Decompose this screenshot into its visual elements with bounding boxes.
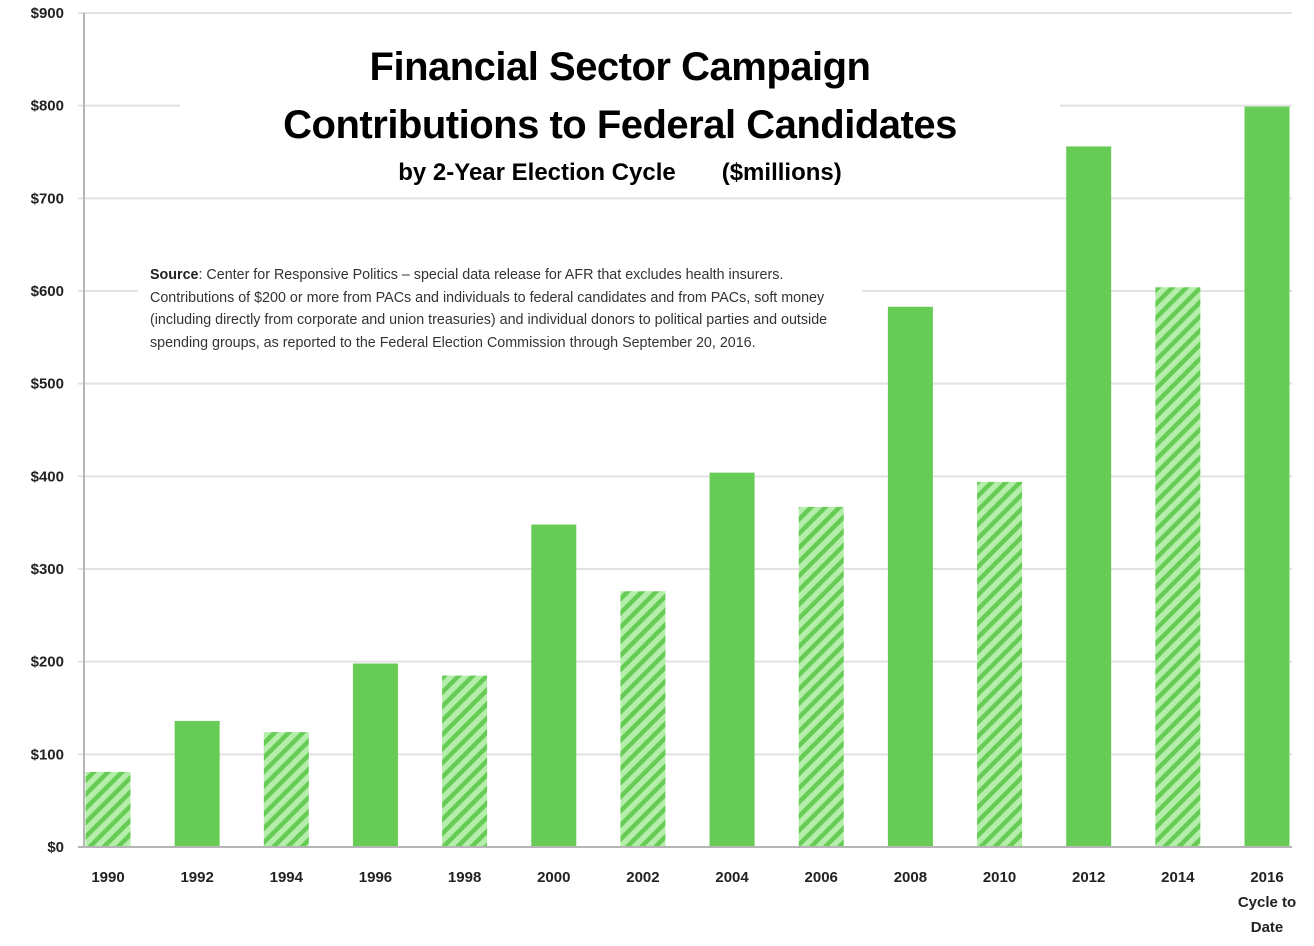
bar-2010 — [977, 481, 1023, 847]
chart-subtitle: by 2-Year Election Cycle ($millions) — [180, 156, 1060, 190]
x-tick-label: Date — [1251, 919, 1284, 936]
y-tick-label: $400 — [31, 468, 64, 485]
y-tick-labels: $0 $100 $200 $300 $400 $500 $600 $700 $800 $900 — [31, 5, 64, 856]
bar-1996 — [352, 663, 398, 847]
source-text: : Center for Responsive Politics – speci… — [150, 267, 828, 351]
x-tick-label: 2016 — [1250, 869, 1283, 886]
bar-2002 — [620, 591, 666, 847]
x-tick-label: 2014 — [1161, 869, 1195, 886]
x-tick-labels: 1990 1992 1994 1996 1998 2000 2002 2004 2006 2008… — [91, 869, 1296, 936]
y-tick-label: $100 — [31, 746, 64, 763]
x-tick-label: Cycle to — [1238, 894, 1296, 911]
y-tick-label: $500 — [31, 376, 64, 393]
y-tick-label: $900 — [31, 5, 64, 22]
axes — [78, 13, 1292, 848]
x-tick-label: 2010 — [983, 869, 1016, 886]
bars — [85, 106, 1290, 848]
bar-2008 — [887, 306, 933, 848]
bar-1992 — [174, 720, 220, 847]
bar-2004 — [709, 472, 755, 847]
y-tick-label: $300 — [31, 561, 64, 578]
y-tick-label: $600 — [31, 283, 64, 300]
y-tick-label: $700 — [31, 190, 64, 207]
x-tick-label: 2012 — [1072, 869, 1105, 886]
y-tick-label: $200 — [31, 654, 64, 671]
subtitle-text: by 2-Year Election Cycle — [398, 159, 676, 186]
bar-2000 — [531, 524, 577, 847]
chart-title-line-1: Financial Sector Campaign — [369, 45, 871, 89]
x-tick-label: 1990 — [91, 869, 124, 886]
x-tick-label: 2008 — [894, 869, 927, 886]
x-tick-label: 2006 — [805, 869, 838, 886]
x-tick-label: 1994 — [270, 869, 304, 886]
x-tick-label: 2002 — [626, 869, 659, 886]
source-annotation: Source: Center for Responsive Politics –… — [138, 262, 862, 356]
y-tick-label: $800 — [31, 98, 64, 115]
bar-2012 — [1066, 146, 1112, 847]
x-tick-label: 2000 — [537, 869, 570, 886]
bar-1994 — [263, 732, 309, 847]
x-tick-label: 1996 — [359, 869, 392, 886]
bar-2006 — [798, 506, 844, 847]
source-label: Source — [150, 267, 199, 283]
x-tick-label: 1998 — [448, 869, 481, 886]
y-tick-label: $0 — [47, 839, 64, 856]
bar-1998 — [442, 675, 488, 847]
x-tick-label: 1992 — [180, 869, 213, 886]
bar-2014 — [1155, 287, 1201, 847]
x-tick-label: 2004 — [715, 869, 749, 886]
units-label: ($millions) — [721, 159, 842, 186]
bar-2016 — [1244, 106, 1290, 848]
bar-1990 — [85, 771, 131, 847]
chart-title-line-2: Contributions to Federal Candidates — [283, 103, 957, 147]
chart-title-block: Financial Sector Campaign Contributions … — [180, 38, 1060, 190]
